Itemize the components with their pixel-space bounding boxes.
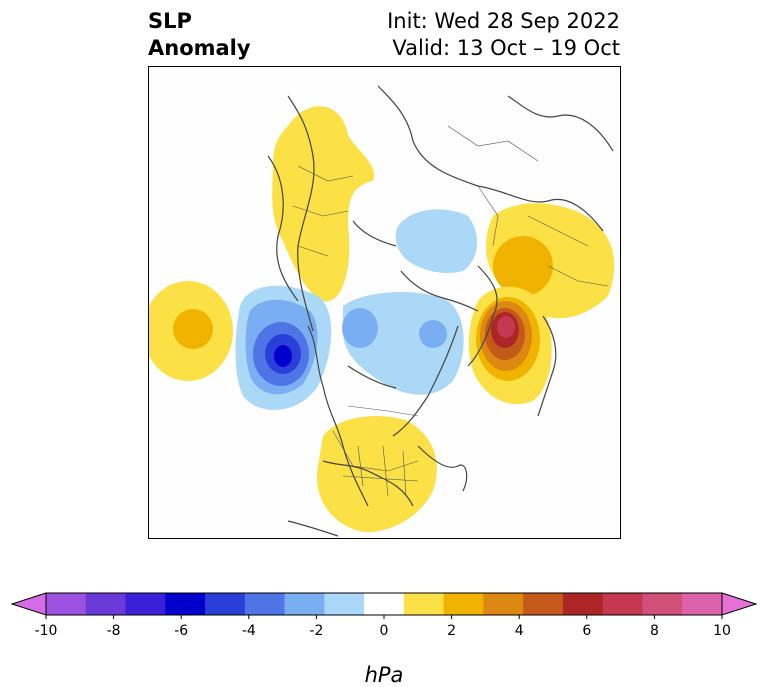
title-variable: SLP Anomaly — [148, 8, 251, 62]
map-frame — [148, 66, 621, 539]
colorbar-swatch — [284, 593, 325, 615]
colorbar-tick-label: 8 — [650, 623, 659, 639]
colorbar-tick-label: -10 — [35, 623, 58, 639]
title-variable-line2: Anomaly — [148, 36, 251, 60]
colorbar-swatch — [642, 593, 683, 615]
colorbar-swatch — [364, 593, 405, 615]
colorbar-extend-max — [721, 592, 758, 616]
positive-anomaly-west-atlantic-edge — [148, 281, 233, 381]
colorbar-swatch — [46, 593, 87, 615]
colorbar-swatch — [125, 593, 166, 615]
colorbar-tick-label: 4 — [515, 623, 524, 639]
colorbar-swatch — [682, 593, 723, 615]
colorbar-swatch — [165, 593, 206, 615]
colorbar-swatch — [324, 593, 365, 615]
negative-anomaly-gulf-of-alaska — [235, 285, 332, 410]
colorbar-tick-label: 2 — [447, 623, 456, 639]
title-variable-line1: SLP — [148, 9, 192, 33]
anomaly-map — [148, 66, 621, 539]
colorbar-swatch — [244, 593, 286, 615]
coastlines — [267, 85, 614, 537]
negative-anomaly-siberia — [395, 209, 478, 273]
colorbar-swatch — [523, 593, 564, 615]
colorbar-tick-label: 0 — [380, 623, 389, 639]
colorbar-swatch — [483, 593, 524, 615]
valid-range: Valid: 13 Oct – 19 Oct — [392, 36, 620, 60]
colorbar-swatch — [602, 593, 643, 615]
colorbar: -10 -8 -6 -4 -2 0 2 4 6 8 10 — [10, 592, 758, 639]
colorbar-swatch — [443, 593, 484, 615]
colorbar-tick-label: -8 — [107, 623, 121, 639]
colorbar-swatch — [403, 593, 445, 615]
colorbar-extend-min — [10, 592, 47, 616]
colorbar-tick-label: -2 — [309, 623, 323, 639]
colorbar-tick-label: 6 — [582, 623, 591, 639]
colorbar-swatch — [205, 593, 246, 615]
colorbar-swatch — [562, 593, 604, 615]
political-borders — [292, 125, 609, 497]
colorbar-swatch — [85, 593, 127, 615]
colorbar-unit-label: hPa — [364, 663, 404, 687]
init-date: Init: Wed 28 Sep 2022 — [387, 9, 620, 33]
title-dates: Init: Wed 28 Sep 2022 Valid: 13 Oct – 19… — [387, 8, 620, 62]
colorbar-tick-label: -6 — [174, 623, 188, 639]
positive-anomaly-united-states — [317, 416, 437, 532]
colorbar-tick-label: 10 — [713, 623, 731, 639]
colorbar-tick-label: -4 — [242, 623, 256, 639]
negative-anomaly-arctic-canada — [342, 291, 464, 395]
